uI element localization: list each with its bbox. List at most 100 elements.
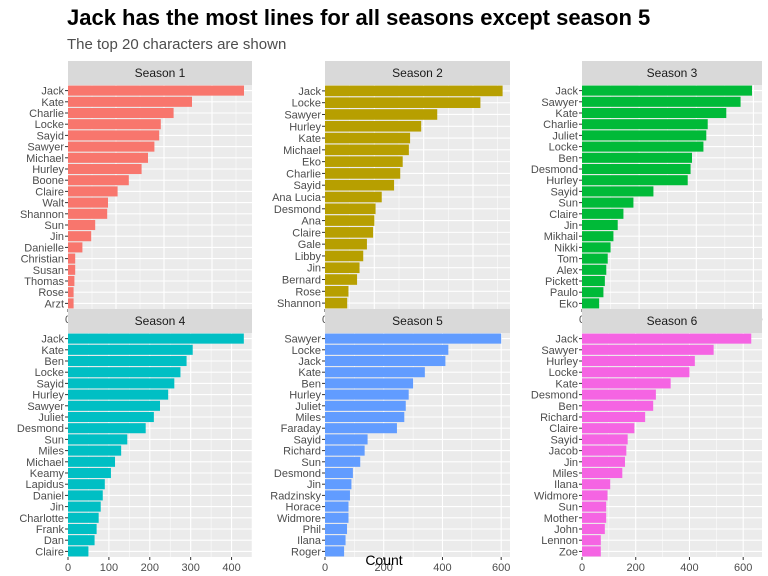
bar: [582, 423, 635, 434]
category-label: Eko: [302, 157, 321, 169]
category-label: Arzt: [44, 298, 64, 310]
category-label: Sawyer: [284, 109, 321, 121]
category-label: Roger: [291, 546, 321, 558]
category-label: Sayid: [36, 130, 64, 142]
category-label: Jack: [298, 86, 321, 98]
bar: [68, 523, 97, 535]
category-label: Hurley: [289, 121, 321, 133]
category-label: Richard: [540, 412, 578, 424]
category-label: Zoe: [559, 546, 578, 558]
bar: [582, 479, 611, 490]
bar: [582, 434, 628, 445]
category-label: Richard: [283, 446, 321, 458]
category-label: Hurley: [546, 175, 578, 187]
category-label: Daniel: [33, 490, 64, 502]
panel-background: [68, 85, 252, 309]
bar: [582, 219, 618, 231]
panel-background: [68, 333, 252, 557]
bar: [325, 203, 376, 215]
bar: [68, 298, 74, 309]
bar: [582, 96, 741, 107]
bar: [582, 344, 714, 355]
category-label: Thomas: [24, 276, 64, 288]
bar: [325, 156, 403, 167]
bar: [325, 227, 374, 238]
bar: [68, 287, 74, 298]
category-label: Kate: [41, 345, 64, 357]
category-label: Alex: [557, 265, 579, 277]
bar: [325, 97, 481, 108]
bar: [325, 286, 349, 297]
bar: [582, 287, 604, 298]
category-label: Sun: [558, 502, 578, 514]
bar: [325, 132, 411, 144]
category-label: Jack: [41, 334, 64, 346]
category-label: Paulo: [550, 287, 578, 299]
category-label: Shannon: [277, 298, 321, 310]
bar: [582, 523, 605, 535]
category-label: Desmond: [274, 468, 321, 480]
facet-strip-label: Season 3: [647, 66, 698, 80]
category-label: Jin: [50, 502, 64, 514]
facet-strip: [582, 309, 762, 333]
bar: [68, 400, 160, 411]
bar: [325, 355, 446, 367]
x-tick-label: 600: [492, 562, 510, 574]
bar: [325, 120, 422, 132]
x-tick-label: 600: [734, 562, 752, 574]
category-label: Ben: [44, 356, 64, 368]
x-tick-label: 300: [181, 562, 199, 574]
bar: [582, 378, 671, 389]
bar: [68, 501, 101, 512]
category-label: Claire: [35, 186, 64, 198]
chart-title: Jack has the most lines for all seasons …: [67, 5, 651, 30]
bar: [68, 175, 129, 186]
category-label: Sayid: [36, 378, 64, 390]
bar: [325, 367, 425, 378]
category-label: Sayid: [550, 434, 578, 446]
bar: [582, 186, 654, 197]
category-label: Rose: [295, 286, 321, 298]
bar: [68, 107, 174, 119]
category-label: Eko: [559, 298, 578, 310]
bar: [582, 490, 608, 501]
category-label: Miles: [552, 468, 578, 480]
category-label: Sun: [301, 457, 321, 469]
category-label: Jack: [298, 356, 321, 368]
category-label: Locke: [549, 367, 578, 379]
bar: [325, 423, 397, 434]
category-label: Horace: [286, 502, 321, 514]
bar: [582, 253, 608, 264]
category-label: Mikhail: [544, 231, 578, 243]
bar: [582, 130, 707, 141]
category-label: Jin: [307, 479, 321, 491]
category-label: Sun: [44, 220, 64, 232]
category-label: Desmond: [17, 423, 64, 435]
category-label: Claire: [35, 546, 64, 558]
category-label: Mother: [544, 513, 579, 525]
bar: [68, 535, 95, 546]
category-label: Jack: [41, 86, 64, 98]
bar: [582, 445, 627, 456]
category-label: Ilana: [297, 535, 322, 547]
x-tick-label: 0: [65, 562, 71, 574]
category-label: Ana: [301, 216, 321, 228]
category-label: Locke: [549, 142, 578, 154]
category-label: Jin: [564, 220, 578, 232]
category-label: Charlie: [543, 119, 578, 131]
bar: [325, 85, 503, 97]
category-label: Sawyer: [27, 401, 64, 413]
bar: [582, 163, 691, 175]
category-label: Frank: [36, 524, 65, 536]
bar: [582, 242, 611, 253]
bar: [582, 411, 646, 423]
category-label: Kate: [555, 378, 578, 390]
category-label: Faraday: [281, 423, 322, 435]
bar: [582, 546, 601, 557]
category-label: Michael: [26, 457, 64, 469]
category-label: Sawyer: [541, 345, 578, 357]
bar: [582, 107, 727, 119]
category-label: Ben: [558, 153, 578, 165]
category-label: Juliet: [38, 412, 64, 424]
category-label: Jacob: [549, 446, 578, 458]
